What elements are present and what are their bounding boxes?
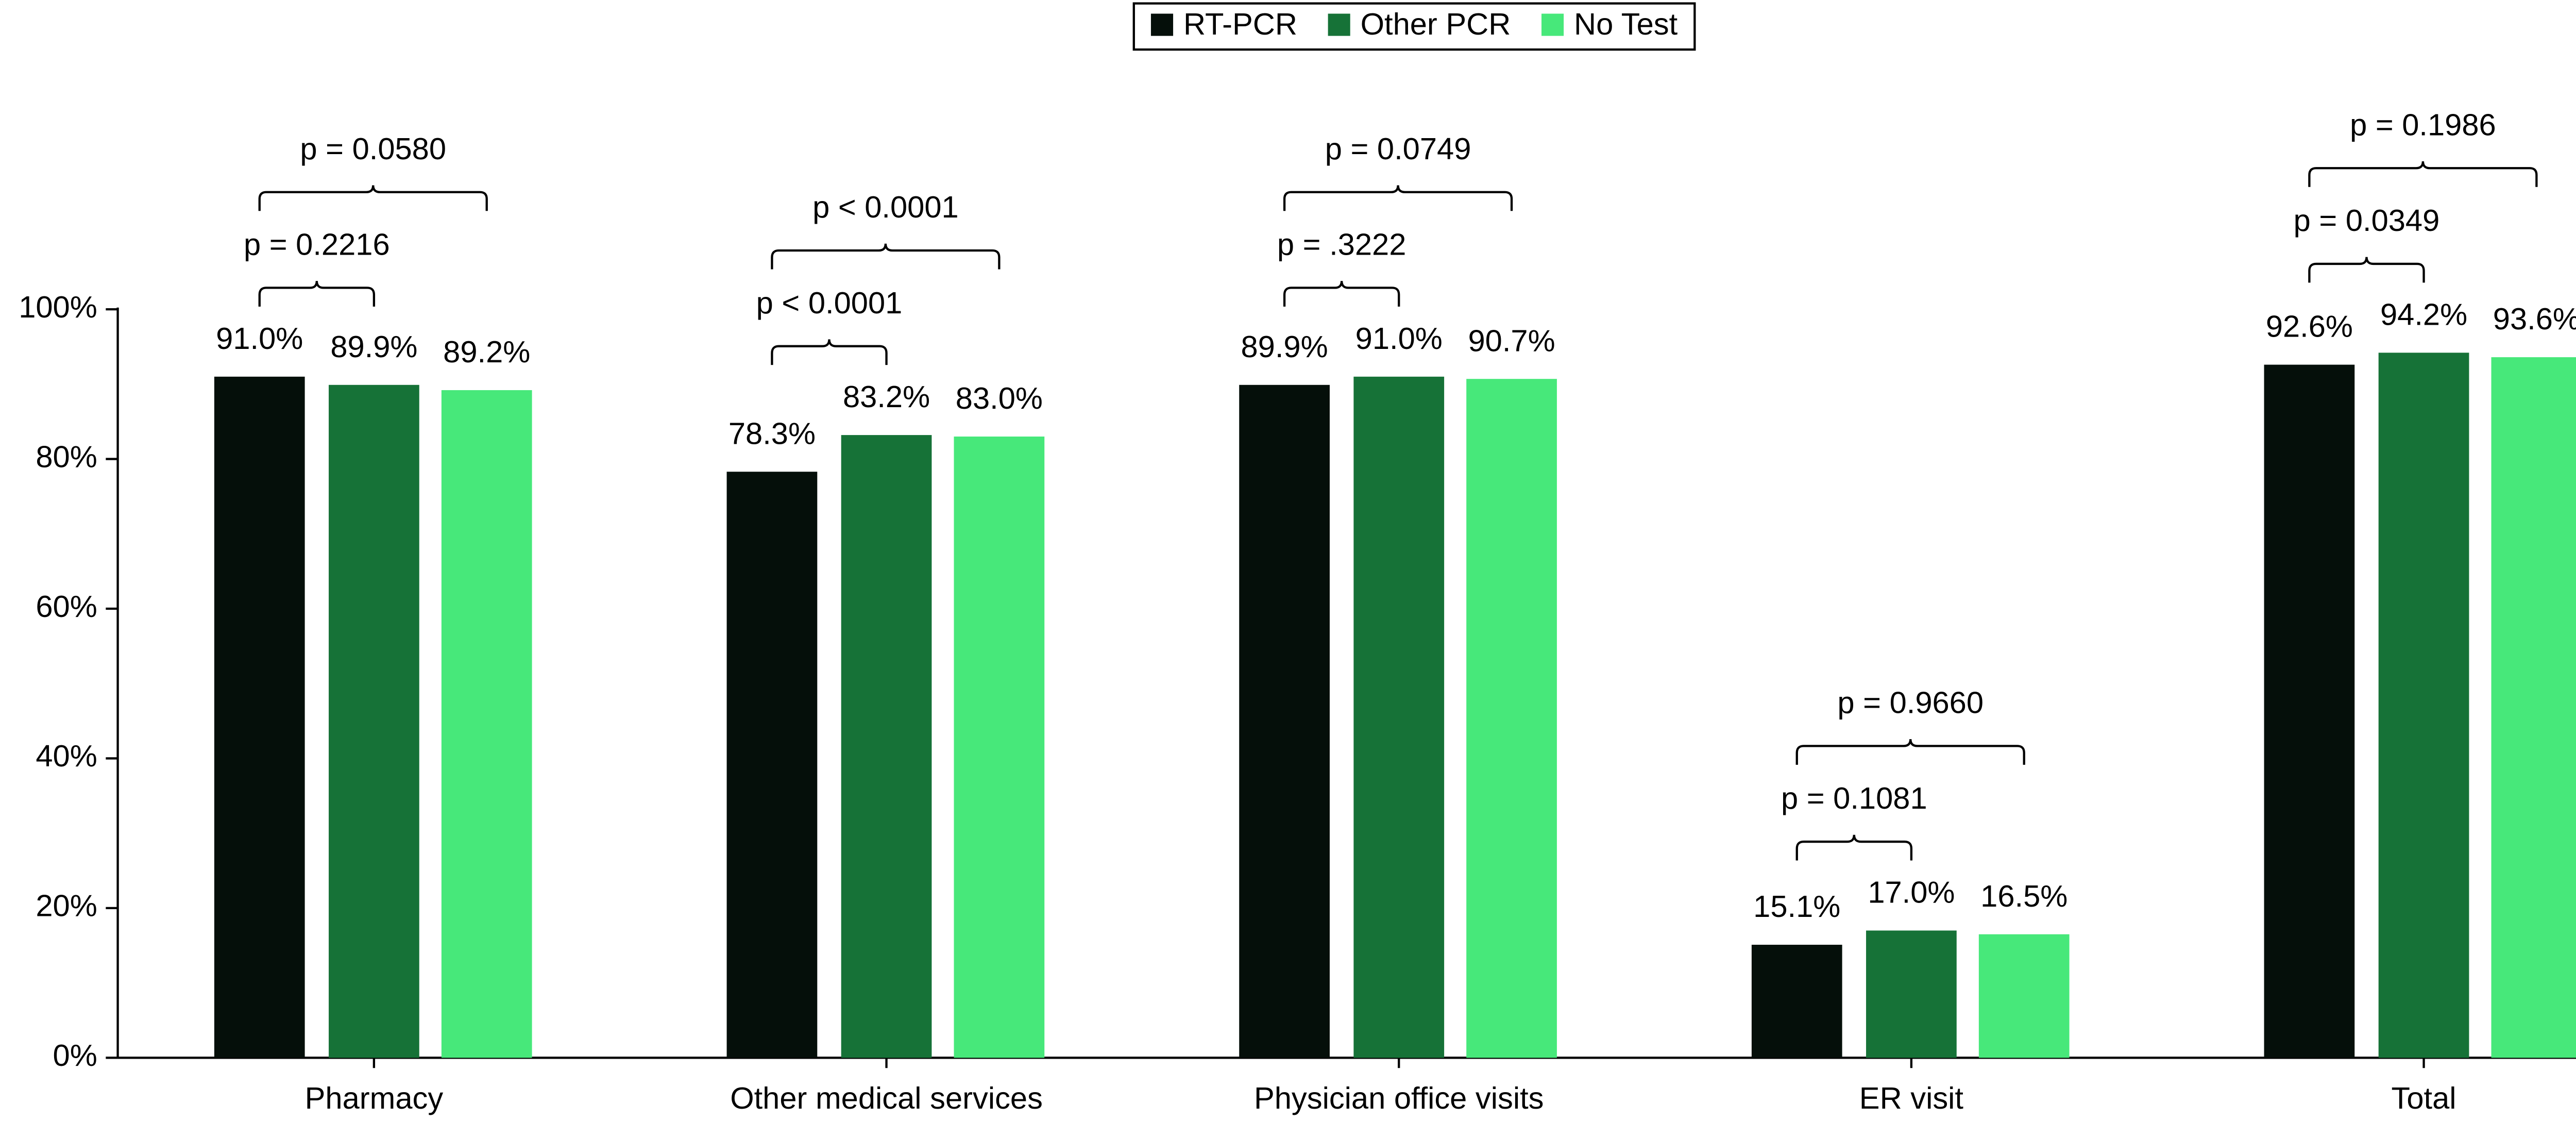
- bar: [1353, 376, 1445, 1058]
- p-value: p = 0.0749: [1325, 131, 1471, 166]
- y-tick-label: 100%: [19, 290, 97, 324]
- legend-label: Other PCR: [1361, 7, 1511, 41]
- value-label: 90.7%: [1468, 323, 1555, 358]
- value-label: 92.6%: [2266, 309, 2353, 344]
- bracket: [258, 185, 488, 211]
- y-tick-label: 60%: [36, 589, 97, 624]
- bar: [2491, 357, 2576, 1058]
- p-value: p = 0.9660: [1837, 685, 1984, 720]
- value-label: 78.3%: [728, 416, 816, 450]
- bracket: [2308, 257, 2425, 283]
- bar: [954, 436, 1045, 1058]
- legend-label: No Test: [1574, 7, 1678, 41]
- bar: [329, 384, 419, 1058]
- legend-swatch: [1150, 13, 1174, 36]
- p-value: p < 0.0001: [812, 190, 959, 224]
- x-tick-label: Other medical services: [730, 1081, 1043, 1115]
- bar: [1978, 934, 2070, 1058]
- legend-box: [1132, 2, 1696, 51]
- x-tick-label: Pharmacy: [305, 1081, 444, 1115]
- p-value: p = 0.0349: [2294, 203, 2440, 238]
- y-tick-label: 80%: [36, 439, 97, 474]
- bar: [214, 376, 305, 1058]
- value-label: 89.9%: [1241, 329, 1328, 364]
- value-label: 83.0%: [956, 381, 1043, 415]
- bar: [1866, 930, 1957, 1058]
- x-tick-label: Total: [2392, 1081, 2456, 1115]
- bar: [1751, 945, 1842, 1058]
- bracket: [1795, 739, 2025, 765]
- bar: [1239, 384, 1330, 1058]
- p-value: p = 0.1081: [1781, 781, 1927, 815]
- p-value: p = 0.1986: [2350, 107, 2496, 142]
- value-label: 91.0%: [1355, 321, 1443, 356]
- p-value: p < 0.0001: [756, 286, 903, 320]
- value-label: 83.2%: [843, 379, 930, 414]
- bracket: [2308, 161, 2538, 187]
- bar: [2378, 353, 2469, 1058]
- y-tick-label: 20%: [36, 889, 97, 923]
- bracket: [771, 339, 888, 365]
- bracket: [1283, 281, 1400, 307]
- bar: [2264, 364, 2355, 1058]
- bar: [1466, 379, 1557, 1058]
- legend-swatch: [1328, 13, 1350, 36]
- p-value: p = 0.2216: [244, 227, 390, 262]
- value-label: 93.6%: [2493, 302, 2576, 336]
- bracket: [771, 243, 1001, 270]
- y-tick-label: 40%: [36, 739, 97, 773]
- value-label: 17.0%: [1868, 875, 1955, 910]
- legend-swatch: [1541, 13, 1564, 36]
- value-label: 15.1%: [1753, 889, 1840, 924]
- legend-label: RT-PCR: [1183, 7, 1297, 41]
- x-tick-label: Physician office visits: [1254, 1081, 1544, 1115]
- value-label: 94.2%: [2380, 297, 2467, 331]
- value-label: 16.5%: [1980, 879, 2067, 913]
- p-value: p = .3222: [1277, 227, 1406, 262]
- p-value: p = 0.0580: [300, 131, 446, 166]
- bracket: [1795, 834, 1913, 861]
- bar: [726, 472, 818, 1058]
- bar: [441, 390, 532, 1058]
- value-label: 91.0%: [216, 321, 303, 356]
- x-tick-label: ER visit: [1859, 1081, 1964, 1115]
- legend: RT-PCR Other PCR No Test: [1132, 2, 1696, 51]
- bar: [841, 435, 932, 1058]
- y-tick-label: 0%: [53, 1038, 97, 1073]
- value-label: 89.2%: [443, 334, 530, 369]
- bracket: [258, 281, 376, 307]
- value-label: 89.9%: [330, 329, 417, 364]
- bracket: [1283, 185, 1513, 211]
